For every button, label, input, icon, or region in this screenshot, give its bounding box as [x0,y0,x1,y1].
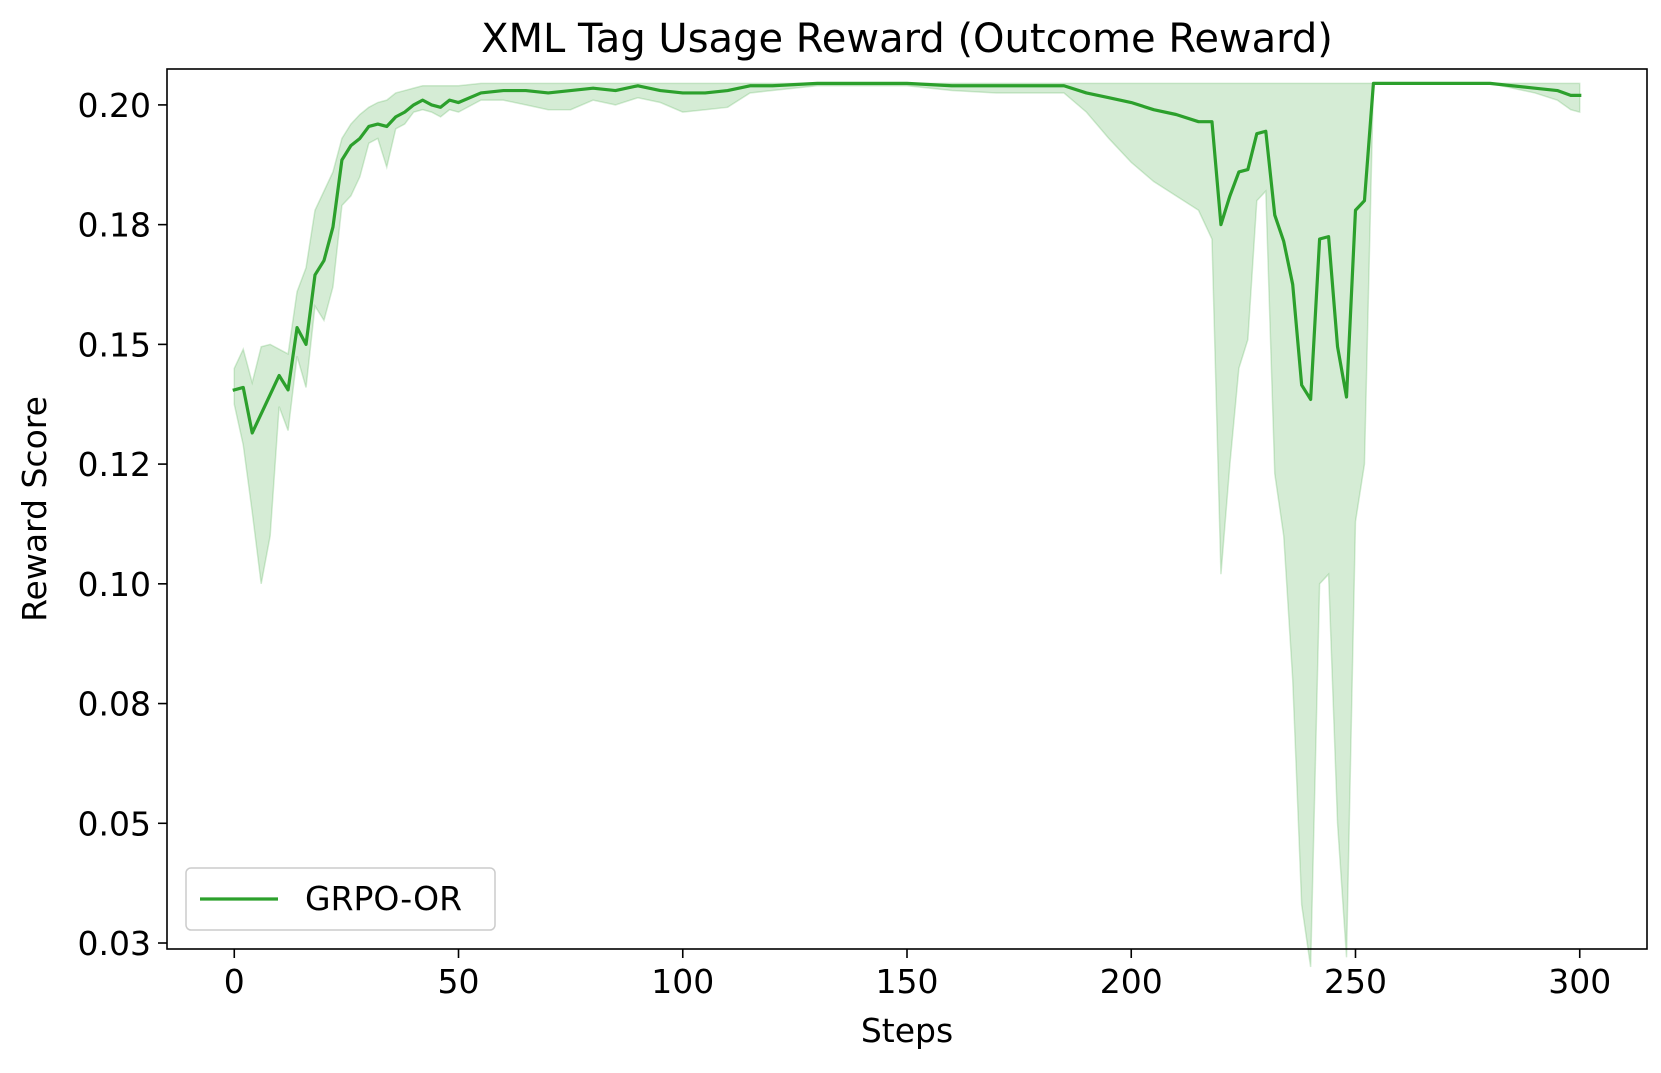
x-tick-label: 200 [1100,962,1163,1001]
y-tick-label: 0.12 [78,445,151,484]
y-tick-label: 0.15 [78,325,151,364]
series-line-layer [232,81,1582,435]
series-line-grpo-or [232,81,1582,435]
confidence-band-layer [233,82,1581,968]
y-tick-label: 0.05 [78,804,151,843]
x-tick-label: 150 [876,962,939,1001]
legend: GRPO-OR [185,867,496,931]
y-tick-label: 0.03 [78,924,151,963]
x-tick-label: 0 [224,962,245,1001]
x-axis-label: Steps [861,1011,953,1050]
legend-label: GRPO-OR [305,879,462,918]
y-tick-label: 0.18 [78,206,151,245]
y-axis-label: Reward Score [15,396,54,622]
y-tick-label: 0.10 [78,565,151,604]
y-tick-label: 0.20 [78,86,151,125]
x-tick-label: 50 [438,962,480,1001]
legend-box [185,867,496,931]
x-tick-label: 250 [1324,962,1387,1001]
x-tick-label: 100 [651,962,714,1001]
y-tick-label: 0.08 [78,685,151,724]
y-axis-ticks: 0.03 0.05 0.08 0.10 0.12 0.15 0.18 0.20 [78,86,167,963]
x-axis-ticks: 0 50 100 150 200 250 300 [224,949,1611,1001]
x-tick-label: 300 [1548,962,1611,1001]
chart-title: XML Tag Usage Reward (Outcome Reward) [481,16,1333,62]
series-confidence-band [233,82,1581,968]
plot-area-frame [166,68,1648,950]
